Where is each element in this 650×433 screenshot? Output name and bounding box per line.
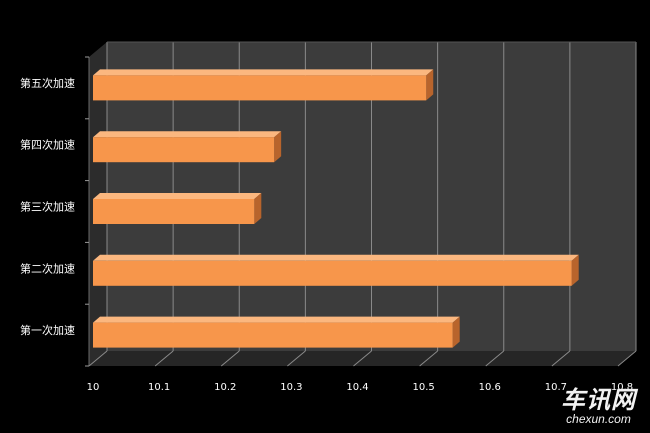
bar-front-face bbox=[93, 75, 427, 101]
bar-top-face bbox=[93, 254, 579, 261]
floor-gridline-7 bbox=[551, 350, 571, 367]
bar-front-face bbox=[93, 199, 255, 224]
x-tick-label: 10.4 bbox=[346, 382, 368, 393]
bar-front-face bbox=[93, 137, 275, 163]
category-label: 第一次加速 bbox=[20, 323, 75, 337]
bars bbox=[93, 69, 579, 348]
category-label: 第二次加速 bbox=[20, 261, 75, 275]
watermark-logo: 车讯网 chexun.com bbox=[561, 387, 636, 425]
x-tick-label: 10.1 bbox=[148, 382, 170, 393]
bar-side-face bbox=[452, 316, 460, 348]
bar-side-face bbox=[274, 131, 282, 163]
bar-1 bbox=[93, 316, 460, 348]
floor-gridline-5 bbox=[419, 350, 438, 367]
x-axis-ticks: 10 10.1 10.2 10.3 10.4 10.5 10.6 10.7 10.8 bbox=[87, 382, 634, 393]
bar-top-face bbox=[93, 193, 262, 199]
bar-side-face bbox=[571, 254, 579, 286]
floor-gridline-3 bbox=[287, 350, 306, 367]
floor-gridline-0 bbox=[88, 350, 108, 367]
floor-gridline-6 bbox=[485, 350, 505, 367]
floor-gridline-1 bbox=[154, 350, 174, 367]
x-tick-label: 10.2 bbox=[214, 382, 236, 393]
bar-front-face bbox=[93, 322, 453, 348]
x-tick-label: 10.5 bbox=[412, 382, 434, 393]
x-tick-label: 10.8 bbox=[611, 382, 633, 393]
bar-top-face bbox=[93, 69, 434, 76]
watermark-text: 车讯网 bbox=[561, 386, 636, 414]
y-axis-labels: 第一次加速 第二次加速 第三次加速 第四次加速 第五次加速 bbox=[20, 76, 75, 337]
x-tick-label: 10.7 bbox=[545, 382, 567, 393]
bar-top-face bbox=[93, 316, 460, 323]
floor-gridline-8 bbox=[617, 350, 637, 367]
bar-4 bbox=[93, 131, 282, 163]
floor-gridline-2 bbox=[220, 350, 240, 367]
category-label: 第三次加速 bbox=[20, 200, 75, 214]
category-label: 第五次加速 bbox=[20, 76, 75, 90]
floor-gridline-4 bbox=[353, 350, 372, 367]
bar-3 bbox=[93, 193, 262, 224]
bar-5 bbox=[93, 69, 434, 101]
bar-side-face bbox=[426, 69, 434, 101]
bar-side-face bbox=[254, 193, 262, 224]
bar-front-face bbox=[93, 260, 572, 286]
category-label: 第四次加速 bbox=[20, 138, 75, 152]
x-tick-label: 10.6 bbox=[479, 382, 501, 393]
bar-2 bbox=[93, 254, 579, 286]
watermark-url: chexun.com bbox=[566, 412, 631, 426]
x-tick-label: 10.3 bbox=[280, 382, 302, 393]
bar-top-face bbox=[93, 131, 282, 138]
x-tick-label: 10 bbox=[87, 382, 100, 393]
